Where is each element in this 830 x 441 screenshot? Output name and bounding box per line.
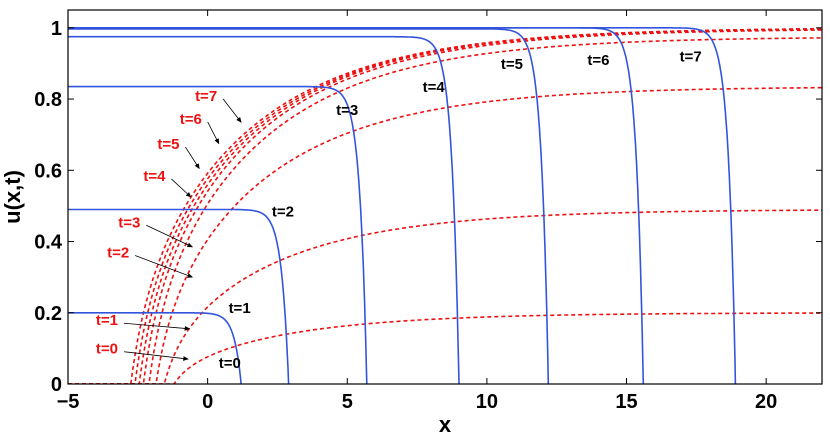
- red-curve-label: t=7: [195, 88, 217, 105]
- red-dashed-curve: [68, 86, 822, 384]
- label-arrow: [171, 178, 192, 198]
- y-tick-label: 0.4: [34, 232, 63, 254]
- x-tick-label: −5: [57, 391, 80, 413]
- label-arrow: [134, 255, 194, 278]
- red-curve-label: t=3: [118, 214, 140, 231]
- red-dashed-series-group: [68, 28, 822, 384]
- blue-solid-curve: [68, 208, 290, 384]
- red-curve-label: t=1: [96, 312, 118, 329]
- plot-frame: [67, 9, 823, 385]
- x-axis: −5 0 5 10 15 20: [57, 10, 777, 413]
- blue-curve-label: t=6: [587, 52, 609, 69]
- blue-curve-label: t=4: [423, 79, 446, 96]
- red-curve-label: t=5: [157, 136, 179, 153]
- blue-curve-label: t=2: [272, 204, 294, 221]
- blue-solid-curve: [68, 27, 737, 384]
- red-dashed-curve: [68, 37, 822, 384]
- label-arrow: [207, 121, 220, 145]
- plot-area: [68, 27, 822, 384]
- red-dashed-curve: [68, 209, 822, 384]
- annotations: t=0t=1t=2t=3t=4t=5 t=6 t=7t=0t=1t=2t=3t=4t…: [96, 49, 702, 372]
- blue-curve-label: t=3: [336, 102, 358, 119]
- blue-solid-series-group: [68, 27, 737, 384]
- blue-curve-label: t=5: [501, 56, 523, 73]
- red-dashed-curve: [68, 29, 822, 384]
- blue-curve-label: t=7: [680, 49, 702, 66]
- blue-curve-label: t=1: [229, 300, 251, 317]
- y-axis: 0 0.2 0.4 0.6 0.8 1: [34, 18, 822, 396]
- label-arrow: [123, 351, 189, 361]
- y-tick-label: 0.2: [34, 303, 62, 325]
- x-tick-label: 15: [615, 391, 637, 413]
- label-arrow: [185, 146, 200, 170]
- label-arrow: [146, 224, 193, 248]
- label-arrow: [123, 322, 191, 331]
- x-tick-label: 20: [755, 391, 777, 413]
- red-curve-label: t=0: [96, 341, 118, 358]
- blue-solid-curve: [68, 312, 242, 384]
- x-tick-label: 0: [202, 391, 213, 413]
- red-curve-label: t=6: [180, 111, 202, 128]
- y-tick-label: 0.6: [34, 160, 62, 182]
- red-dashed-curve: [68, 28, 822, 384]
- red-curve-label: t=4: [143, 168, 166, 185]
- blue-solid-curve: [68, 27, 645, 384]
- y-tick-label: 0: [51, 374, 62, 396]
- blue-solid-curve: [68, 35, 460, 384]
- x-tick-label: 10: [476, 391, 498, 413]
- y-tick-label: 1: [51, 18, 62, 40]
- blue-solid-curve: [68, 85, 368, 384]
- x-tick-label: 5: [342, 391, 353, 413]
- blue-curve-label: t=0: [219, 355, 241, 372]
- label-arrow: [222, 98, 242, 123]
- y-tick-label: 0.8: [34, 89, 62, 111]
- x-axis-label: x: [439, 412, 452, 437]
- y-axis-label: u(x,t): [0, 170, 25, 224]
- blue-solid-curve: [68, 28, 550, 384]
- red-curve-label: t=2: [107, 245, 129, 262]
- red-dashed-curve: [68, 312, 822, 384]
